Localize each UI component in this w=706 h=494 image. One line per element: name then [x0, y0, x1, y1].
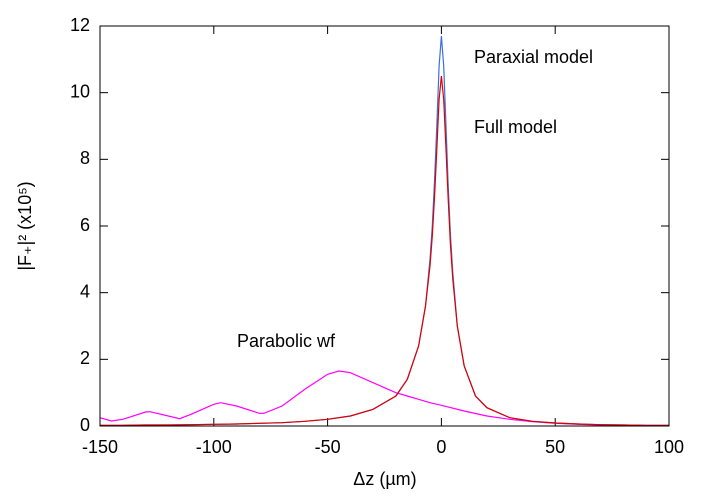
y-tick-label: 4	[80, 281, 90, 301]
data-line	[99, 370, 669, 427]
x-tick-label: -50	[315, 437, 341, 457]
annotation: Parabolic wf	[237, 331, 336, 351]
y-tick-label: 6	[80, 215, 90, 235]
annotation: Full model	[474, 117, 557, 137]
y-tick-label: 8	[80, 148, 90, 168]
y-tick-label: 0	[80, 415, 90, 435]
x-tick-label: -150	[82, 437, 118, 457]
data-line	[100, 75, 669, 426]
data-line	[100, 35, 669, 426]
y-tick-label: 12	[70, 15, 90, 35]
y-tick-label: 2	[80, 348, 90, 368]
x-tick-label: 0	[436, 437, 446, 457]
x-axis-label: Δz (µm)	[353, 469, 416, 489]
annotation: Paraxial model	[474, 47, 593, 67]
x-tick-label: -100	[196, 437, 232, 457]
x-tick-label: 100	[654, 437, 684, 457]
y-tick-label: 10	[70, 81, 90, 101]
plot-frame	[99, 25, 670, 427]
y-axis-label: |F₊|² (x10⁵)	[15, 181, 35, 270]
x-tick-label: 50	[545, 437, 565, 457]
